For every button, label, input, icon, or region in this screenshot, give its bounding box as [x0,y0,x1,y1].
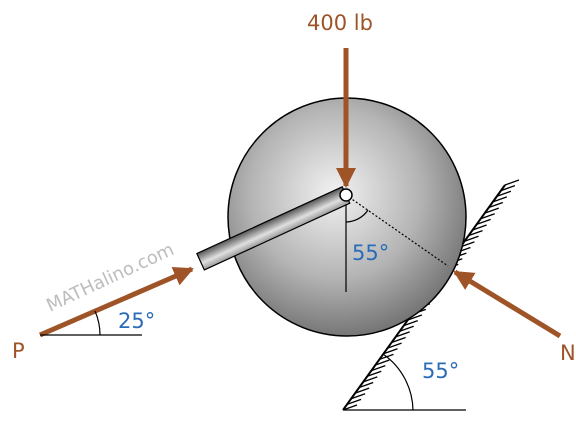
incline-angle-label: 55° [422,359,459,383]
hatch-line [395,331,410,338]
hatch-line [371,365,386,372]
angle-arc [345,209,369,223]
hatch-line [492,196,508,203]
hatch-line [363,376,378,383]
hatch-line [468,230,483,237]
p-angle-arc [94,310,101,336]
force-arrow-n [453,269,562,339]
incline-angle-arc [382,353,414,411]
force-arrow-p [39,266,194,338]
weight-label: 400 lb [307,11,373,35]
hatch-line [399,325,414,332]
hatch-line [346,398,362,405]
hatch-line [354,387,370,394]
hatch-line [391,336,406,344]
n-label: N [560,341,576,365]
normal-line [345,194,449,267]
hatch-line [488,201,504,209]
hatch-line [367,370,382,377]
hatch-line [383,348,398,355]
hatch-line [464,235,479,242]
hatch-line [358,381,374,389]
pin [339,188,353,202]
hatch-line [504,179,520,186]
hatch-line [472,224,487,231]
hatch-line [403,320,418,327]
hatch-line [342,404,358,411]
hatch-line [476,218,491,225]
hatch-line [375,359,390,366]
p-label: P [12,339,25,363]
p-angle-label: 25° [118,309,155,333]
center-angle-label: 55° [352,241,389,265]
hatch-line [350,393,366,400]
hatch-line [480,213,495,220]
hatch-line [407,314,423,321]
hatch-line [484,207,499,214]
hatch-line [387,342,402,349]
hatch-line [500,185,516,192]
hatch-line [496,190,512,197]
